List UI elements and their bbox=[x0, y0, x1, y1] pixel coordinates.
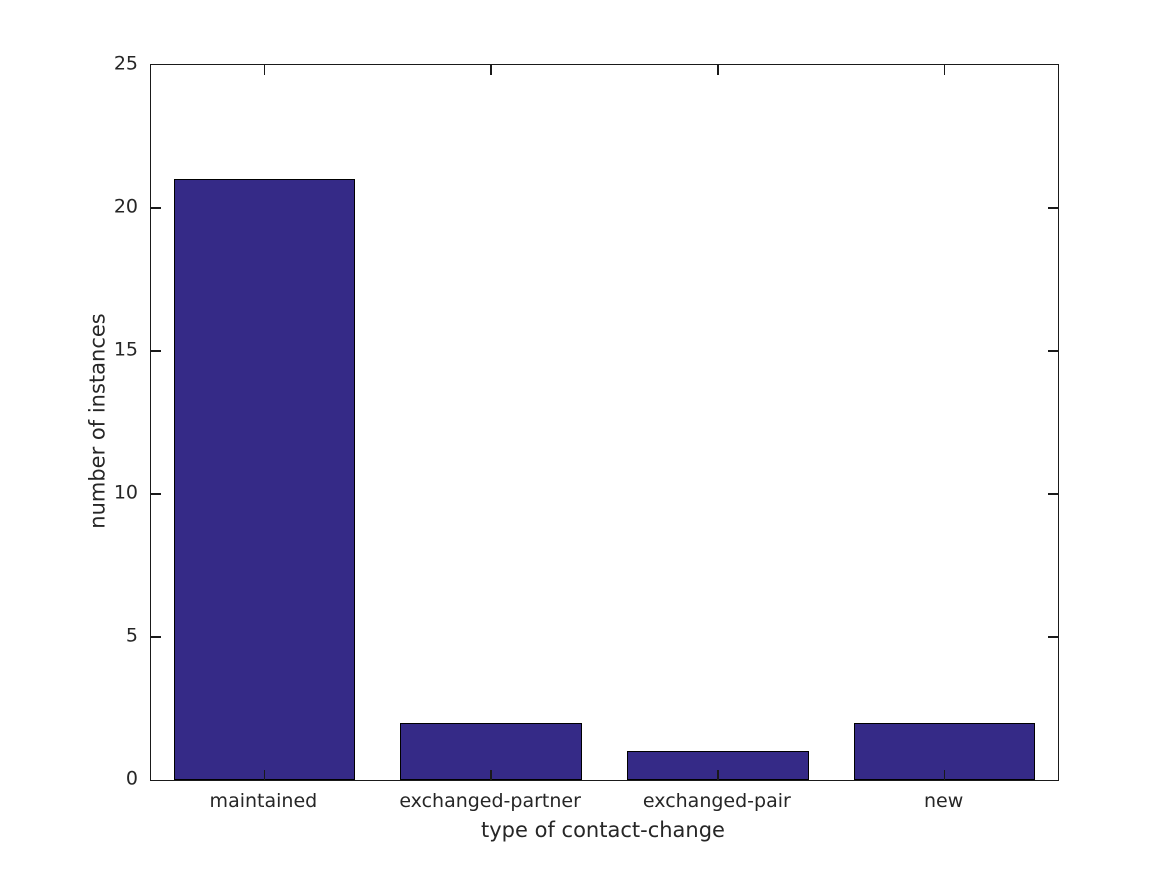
y-tick-label: 15 bbox=[113, 338, 138, 361]
y-tick-label: 25 bbox=[113, 52, 138, 75]
y-tick-mark bbox=[151, 350, 161, 352]
x-tick-mark bbox=[490, 770, 492, 780]
x-tick-mark bbox=[717, 65, 719, 75]
y-tick-mark bbox=[1048, 207, 1058, 209]
x-tick-mark bbox=[263, 770, 266, 780]
y-tick-mark bbox=[1048, 493, 1058, 495]
y-tick-mark bbox=[1048, 350, 1058, 352]
y-tick-label: 20 bbox=[113, 195, 138, 218]
x-axis-title: type of contact-change bbox=[481, 818, 725, 842]
x-tick-mark bbox=[943, 770, 946, 780]
x-tick-mark bbox=[263, 65, 266, 75]
x-tick-mark bbox=[717, 770, 719, 780]
x-tick-mark bbox=[490, 65, 492, 75]
x-tick-label-maintained: maintained bbox=[209, 790, 318, 812]
y-tick-label: 5 bbox=[125, 624, 138, 647]
x-tick-mark bbox=[943, 65, 946, 75]
x-tick-label-exchanged-pair: exchanged-pair bbox=[642, 790, 791, 812]
y-tick-label: 10 bbox=[113, 481, 138, 504]
x-tick-label-exchanged-partner: exchanged-partner bbox=[399, 790, 581, 812]
y-tick-mark bbox=[1048, 636, 1058, 638]
x-tick-label-new: new bbox=[923, 790, 964, 812]
plot-area bbox=[150, 64, 1059, 781]
y-tick-mark bbox=[151, 207, 161, 209]
bar-maintained bbox=[173, 179, 356, 780]
y-tick-label: 0 bbox=[125, 767, 138, 790]
y-tick-mark bbox=[151, 636, 161, 638]
y-tick-mark bbox=[151, 493, 161, 495]
